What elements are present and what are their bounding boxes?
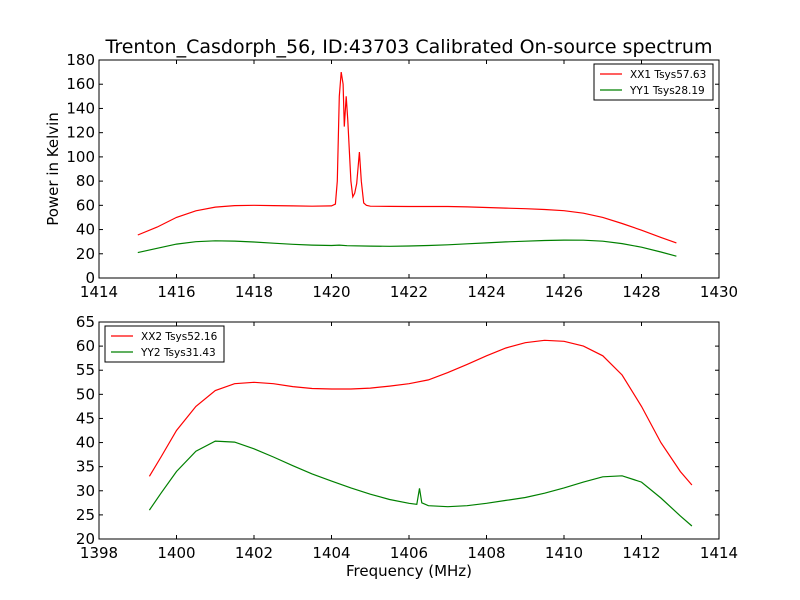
y-tick-label-0-9: 180 [66,51,95,69]
bottom-chart-frame [98,321,720,540]
series-line-0-1 [137,239,677,257]
bottom-legend-label-xx2: XX2 Tsys52.16 [141,331,218,343]
top-chart-ylabel: Power in Kelvin [44,112,62,226]
y-tick-label-1-8: 60 [76,337,95,355]
y-tick-label-1-4: 40 [76,434,95,452]
x-tick-label-0-2: 1418 [235,283,273,301]
x-tick-label-0-1: 1416 [157,283,195,301]
y-tick-label-1-6: 50 [76,385,95,403]
y-tick-label-0-1: 20 [76,245,95,263]
top-chart-frame [98,59,720,279]
top-legend-label-xx1: XX1 Tsys57.63 [630,69,706,81]
y-tick-label-0-2: 40 [76,221,95,239]
y-tick-label-1-7: 55 [76,361,95,379]
y-tick-label-1-1: 25 [76,506,95,524]
y-tick-label-0-8: 160 [66,75,95,93]
series-line-1-0 [148,339,693,486]
bottom-chart-xlabel: Frequency (MHz) [346,562,472,580]
bottom-chart-legend: XX2 Tsys52.16 YY2 Tsys31.43 [104,325,225,363]
y-tick-label-0-6: 120 [66,124,95,142]
y-tick-label-1-0: 20 [76,530,95,548]
y-tick-label-1-9: 65 [76,313,95,331]
top-chart: Trenton_Casdorph_56, ID:43703 Calibrated… [44,36,738,301]
top-legend-box [593,63,714,101]
y-tick-label-0-5: 100 [66,148,95,166]
x-tick-label-0-3: 1420 [312,283,350,301]
bottom-legend-box [104,325,225,363]
bottom-chart: Frequency (MHz) 1398 1400 1402 1404 1406 1408… [76,313,738,580]
bottom-chart-ticks: 1398 1400 1402 1404 1406 1408 1410 1412 1414 20 25… [76,313,738,562]
x-tick-label-1-1: 1400 [157,544,195,562]
x-tick-label-0-7: 1428 [622,283,660,301]
x-tick-label-0-4: 1422 [390,283,428,301]
y-tick-label-1-3: 35 [76,458,95,476]
x-tick-label-1-2: 1402 [235,544,273,562]
x-tick-label-1-4: 1406 [390,544,428,562]
y-tick-label-0-3: 60 [76,196,95,214]
top-chart-legend: XX1 Tsys57.63 YY1 Tsys28.19 [593,63,714,101]
x-tick-label-0-5: 1424 [467,283,505,301]
x-tick-label-0-0: 1414 [80,283,118,301]
bottom-chart-series [148,339,693,527]
x-tick-label-1-8: 1414 [700,544,738,562]
x-tick-label-1-3: 1404 [312,544,350,562]
y-tick-label-0-4: 80 [76,172,95,190]
x-tick-label-1-6: 1410 [545,544,583,562]
series-line-1-1 [148,440,693,527]
top-legend-label-yy1: YY1 Tsys28.19 [629,85,705,97]
y-tick-label-0-7: 140 [66,99,95,117]
top-chart-ticks: 1414 1416 1418 1420 1422 1424 1426 1428 1430 0 20 4… [66,51,738,301]
bottom-legend-label-yy2: YY2 Tsys31.43 [140,347,216,359]
y-tick-label-1-5: 45 [76,409,95,427]
series-line-0-0 [137,72,677,244]
x-tick-label-1-0: 1398 [80,544,118,562]
x-tick-label-1-5: 1408 [467,544,505,562]
top-chart-title: Trenton_Casdorph_56, ID:43703 Calibrated… [105,36,713,58]
x-tick-label-1-7: 1412 [622,544,660,562]
x-tick-label-0-8: 1430 [700,283,738,301]
y-tick-label-0-0: 0 [85,269,95,287]
y-tick-label-1-2: 30 [76,482,95,500]
top-chart-series [137,72,677,257]
x-tick-label-0-6: 1426 [545,283,583,301]
